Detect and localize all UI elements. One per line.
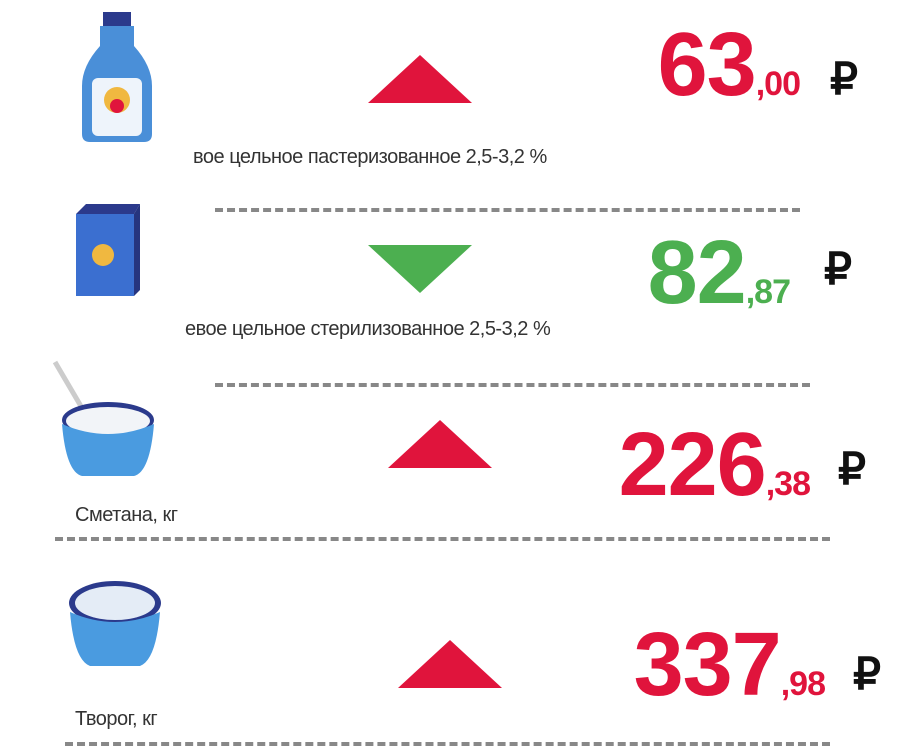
product-label: вое цельное пастеризованное 2,5-3,2 % bbox=[193, 146, 547, 168]
trend-down bbox=[368, 245, 472, 293]
currency: ₽ bbox=[824, 245, 852, 294]
price-integer: 63 bbox=[657, 15, 757, 115]
product-label: Сметана, кг bbox=[75, 504, 178, 526]
trend-up bbox=[398, 640, 502, 688]
currency: ₽ bbox=[853, 650, 881, 699]
trend-up bbox=[368, 55, 472, 103]
product-label: Творог, кг bbox=[75, 708, 158, 730]
product-label: евое цельное стерилизованное 2,5-3,2 % bbox=[185, 318, 551, 340]
currency: ₽ bbox=[838, 445, 866, 494]
price: 82,87 bbox=[648, 228, 791, 318]
price-integer: 226 bbox=[618, 415, 767, 515]
price-decimals: ,98 bbox=[780, 665, 826, 703]
divider bbox=[55, 537, 830, 541]
milk-bottle-icon bbox=[82, 12, 152, 142]
divider bbox=[215, 208, 800, 212]
price-decimals: ,00 bbox=[755, 65, 801, 103]
trend-up bbox=[388, 420, 492, 468]
currency: ₽ bbox=[830, 55, 858, 104]
price-decimals: ,38 bbox=[765, 465, 811, 503]
price-integer: 337 bbox=[633, 615, 782, 715]
price: 63,00 bbox=[658, 20, 801, 110]
divider bbox=[65, 742, 830, 746]
sour-cream-icon bbox=[52, 360, 154, 476]
cottage-cheese-icon bbox=[69, 581, 161, 666]
milk-box-icon bbox=[76, 204, 140, 296]
divider bbox=[215, 383, 810, 387]
price: 337,98 bbox=[634, 620, 826, 710]
price-integer: 82 bbox=[647, 223, 747, 323]
price: 226,38 bbox=[619, 420, 811, 510]
price-decimals: ,87 bbox=[745, 273, 791, 311]
